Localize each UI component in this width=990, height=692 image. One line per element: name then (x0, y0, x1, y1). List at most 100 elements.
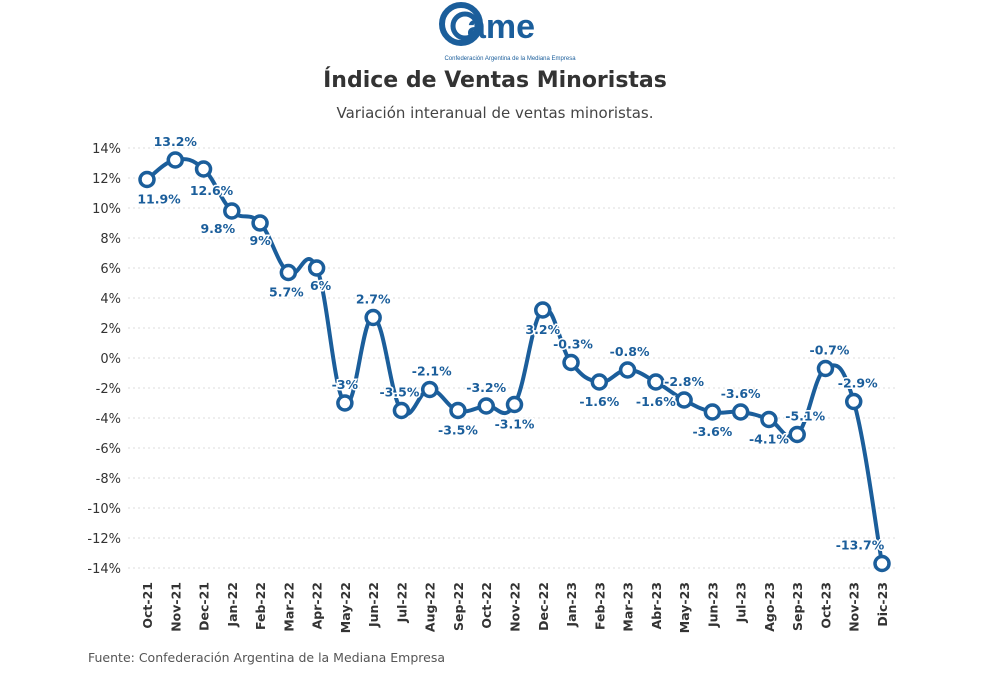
x-tick-label: May-23 (677, 582, 692, 633)
x-tick-label: Aug-22 (423, 582, 438, 632)
data-label: -0.7% (810, 343, 850, 358)
x-tick-label: Jul-23 (734, 582, 749, 623)
y-tick-label: -4% (96, 412, 121, 427)
y-tick-label: 4% (100, 292, 121, 307)
x-tick-label: Dic-23 (875, 582, 890, 627)
data-label: -3% (332, 377, 359, 392)
data-point (477, 397, 495, 415)
x-tick-label: Apr-22 (310, 582, 325, 629)
data-label: 9.8% (200, 221, 235, 236)
x-tick-label: Dec-22 (536, 582, 551, 631)
data-label: -3.5% (379, 385, 419, 400)
y-tick-label: 10% (92, 202, 121, 217)
y-tick-label: -2% (96, 382, 121, 397)
data-label: -3.1% (495, 417, 535, 432)
data-point (703, 403, 722, 421)
x-tick-label: Ago-23 (762, 582, 777, 632)
x-tick-label: Nov-21 (168, 582, 183, 632)
data-point (307, 259, 326, 277)
x-tick-label: May-22 (338, 582, 353, 633)
data-label: 13.2% (154, 134, 198, 149)
data-point (420, 380, 439, 399)
x-tick-label: Feb-22 (253, 582, 268, 630)
x-tick-label: Oct-21 (140, 582, 155, 629)
chart-subtitle: Variación interanual de ventas minorista… (336, 104, 654, 122)
x-tick-label: Jan-23 (564, 582, 579, 628)
data-label: -1.6% (579, 394, 619, 409)
data-point (788, 425, 806, 444)
svg-text:Confederación Argentina de la: Confederación Argentina de la Mediana Em… (444, 56, 576, 62)
x-tick-label: Mar-23 (621, 582, 636, 632)
svg-text:ame: ame (467, 8, 535, 46)
data-point (816, 359, 835, 378)
y-tick-label: 14% (92, 142, 121, 157)
y-tick-label: 2% (100, 322, 121, 337)
source-note: Fuente: Confederación Argentina de la Me… (88, 650, 446, 665)
y-tick-label: -12% (87, 532, 121, 547)
data-label: -13.7% (836, 538, 885, 553)
y-tick-label: 6% (100, 262, 121, 277)
x-tick-label: Jan-22 (225, 582, 240, 628)
data-point (873, 554, 891, 573)
data-point (534, 301, 552, 319)
chart-title: Índice de Ventas Minoristas (323, 68, 667, 93)
data-point (138, 170, 156, 189)
x-tick-label: Abr-23 (649, 582, 664, 629)
data-label: -0.8% (610, 344, 650, 359)
data-label: -3.5% (438, 423, 478, 438)
x-tick-label: Nov-22 (508, 582, 523, 632)
data-point (675, 391, 693, 409)
data-point (562, 353, 580, 372)
data-label: 9% (249, 233, 271, 248)
data-label: -1.6% (636, 394, 676, 409)
data-point (647, 373, 665, 391)
x-tick-label: Sep-23 (790, 582, 805, 631)
data-point (364, 308, 382, 327)
data-label: -2.8% (664, 374, 704, 389)
y-tick-label: 8% (100, 232, 121, 247)
y-tick-label: -10% (87, 502, 121, 517)
data-label: 5.7% (269, 285, 304, 300)
data-point (844, 392, 863, 411)
data-label: -2.1% (412, 364, 452, 379)
data-point (618, 361, 637, 379)
data-label: -0.3% (553, 337, 593, 352)
data-label: -3.6% (692, 424, 732, 439)
data-label: -5.1% (785, 409, 825, 424)
data-label: -4.1% (749, 432, 789, 447)
data-point (251, 214, 269, 232)
data-point (336, 394, 354, 412)
data-label: -2.9% (838, 376, 878, 391)
x-tick-label: Mar-22 (281, 582, 296, 632)
data-point (449, 401, 467, 420)
x-tick-label: Jun-22 (366, 582, 381, 628)
y-tick-label: 12% (92, 172, 121, 187)
x-tick-label: Jun-23 (705, 582, 720, 628)
data-point (505, 395, 524, 414)
came-logo: ame Confederación Argentina de la Median… (439, 2, 576, 62)
data-label: -3.2% (466, 380, 506, 395)
data-label: 11.9% (137, 192, 181, 207)
x-tick-label: Oct-23 (818, 582, 833, 629)
x-tick-label: Sep-22 (451, 582, 466, 631)
data-point (590, 373, 609, 391)
data-point (223, 202, 241, 220)
x-tick-label: Oct-22 (479, 582, 494, 629)
data-label: -3.6% (721, 386, 761, 401)
y-tick-label: -8% (96, 472, 121, 487)
data-point (279, 263, 298, 282)
x-tick-label: Dec-21 (197, 582, 212, 631)
data-label: 6% (310, 278, 332, 293)
data-label: 3.2% (525, 322, 560, 337)
x-tick-label: Feb-23 (592, 582, 607, 630)
data-label: 12.6% (190, 183, 234, 198)
y-tick-label: 0% (100, 352, 121, 367)
y-tick-label: -14% (87, 562, 121, 577)
data-point (731, 403, 750, 421)
data-point (194, 160, 213, 178)
data-point (760, 410, 778, 429)
data-point (392, 401, 411, 420)
x-tick-label: Nov-23 (847, 582, 862, 632)
